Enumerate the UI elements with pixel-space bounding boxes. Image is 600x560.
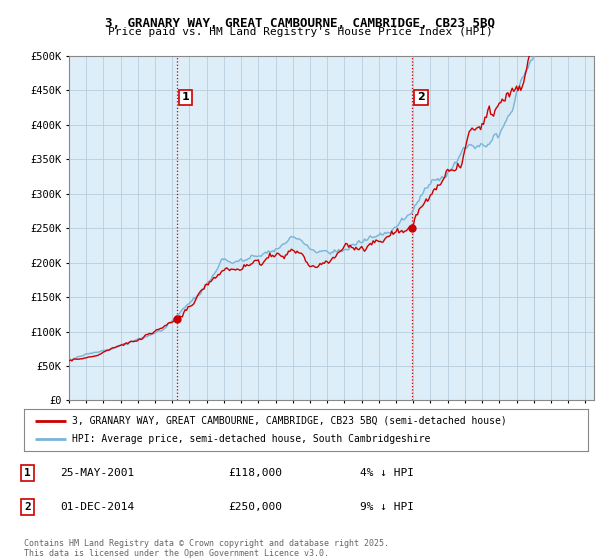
Text: HPI: Average price, semi-detached house, South Cambridgeshire: HPI: Average price, semi-detached house,… xyxy=(72,434,430,444)
Text: £118,000: £118,000 xyxy=(228,468,282,478)
Text: 01-DEC-2014: 01-DEC-2014 xyxy=(60,502,134,512)
Text: 3, GRANARY WAY, GREAT CAMBOURNE, CAMBRIDGE, CB23 5BQ (semi-detached house): 3, GRANARY WAY, GREAT CAMBOURNE, CAMBRID… xyxy=(72,416,506,426)
Text: Price paid vs. HM Land Registry's House Price Index (HPI): Price paid vs. HM Land Registry's House … xyxy=(107,27,493,37)
Text: 2: 2 xyxy=(417,92,425,102)
Text: 1: 1 xyxy=(24,468,31,478)
Text: 3, GRANARY WAY, GREAT CAMBOURNE, CAMBRIDGE, CB23 5BQ: 3, GRANARY WAY, GREAT CAMBOURNE, CAMBRID… xyxy=(105,17,495,30)
Text: 4% ↓ HPI: 4% ↓ HPI xyxy=(360,468,414,478)
Text: 9% ↓ HPI: 9% ↓ HPI xyxy=(360,502,414,512)
Text: £250,000: £250,000 xyxy=(228,502,282,512)
Text: 1: 1 xyxy=(182,92,190,102)
Text: 2: 2 xyxy=(24,502,31,512)
Text: Contains HM Land Registry data © Crown copyright and database right 2025.
This d: Contains HM Land Registry data © Crown c… xyxy=(24,539,389,558)
Text: 25-MAY-2001: 25-MAY-2001 xyxy=(60,468,134,478)
